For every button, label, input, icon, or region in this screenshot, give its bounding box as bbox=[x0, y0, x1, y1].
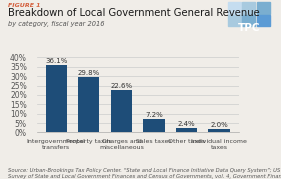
FancyBboxPatch shape bbox=[257, 2, 270, 14]
Text: 22.6%: 22.6% bbox=[110, 83, 132, 89]
Bar bbox=[46, 65, 67, 132]
Text: 2.4%: 2.4% bbox=[178, 121, 195, 127]
Text: by category, fiscal year 2016: by category, fiscal year 2016 bbox=[8, 21, 105, 27]
Bar bbox=[209, 129, 230, 132]
FancyBboxPatch shape bbox=[243, 15, 255, 26]
FancyBboxPatch shape bbox=[257, 15, 270, 26]
FancyBboxPatch shape bbox=[228, 15, 241, 26]
Text: 2.0%: 2.0% bbox=[210, 122, 228, 128]
Text: 7.2%: 7.2% bbox=[145, 112, 163, 118]
Text: 36.1%: 36.1% bbox=[45, 58, 67, 64]
Bar bbox=[78, 77, 99, 132]
Text: Breakdown of Local Government General Revenue: Breakdown of Local Government General Re… bbox=[8, 8, 260, 18]
FancyBboxPatch shape bbox=[228, 2, 241, 14]
Text: Source: Urban-Brookings Tax Policy Center. “State and Local Finance Initiative D: Source: Urban-Brookings Tax Policy Cente… bbox=[8, 168, 281, 179]
Bar bbox=[176, 128, 197, 132]
Text: FIGURE 1: FIGURE 1 bbox=[8, 3, 41, 8]
FancyBboxPatch shape bbox=[243, 2, 255, 14]
Bar bbox=[111, 90, 132, 132]
Text: 29.8%: 29.8% bbox=[78, 70, 100, 76]
Bar bbox=[143, 119, 165, 132]
Text: TPC: TPC bbox=[237, 23, 260, 33]
